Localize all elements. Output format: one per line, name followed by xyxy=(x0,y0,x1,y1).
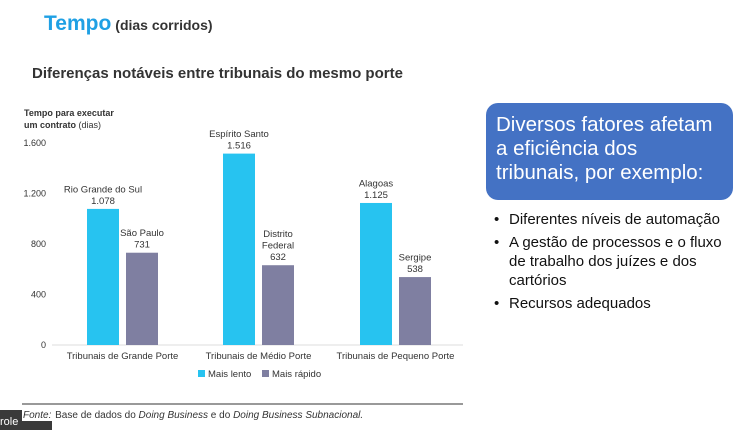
bar xyxy=(360,202,392,345)
y-tick-label: 1.600 xyxy=(23,138,46,148)
source-text: Base de dados do xyxy=(52,410,139,421)
callout-box: Diversos fatores afetam a eficiência dos… xyxy=(486,103,733,200)
source-italic-2: Doing Business Subnacional. xyxy=(233,410,364,421)
bar xyxy=(87,208,119,345)
source-prefix: Fonte: xyxy=(22,410,53,421)
data-label: 632 xyxy=(270,252,286,263)
source-italic-1: Doing Business xyxy=(138,410,209,421)
bar-name-label: Espírito Santo xyxy=(209,129,269,140)
y-tick-label: 400 xyxy=(31,290,46,300)
page-title: Tempo (dias corridos) xyxy=(44,12,213,36)
chart-subtitle: Diferenças notáveis entre tribunais do m… xyxy=(32,65,403,82)
y-tick-label: 800 xyxy=(31,239,46,249)
category-label: Tribunais de Grande Porte xyxy=(67,351,179,362)
category-label: Tribunais de Médio Porte xyxy=(206,351,312,362)
bar-name-label: Federal xyxy=(262,241,294,252)
source-note: Fonte: Base de dados do Doing Business e… xyxy=(22,410,363,421)
legend-label: Mais lento xyxy=(208,369,251,380)
bar-name-label: São Paulo xyxy=(120,228,164,239)
list-item: Recursos adequados xyxy=(492,294,737,313)
y-tick-label: 0 xyxy=(41,340,46,350)
title-text: Tempo xyxy=(44,12,112,35)
data-label: 1.078 xyxy=(91,196,115,207)
legend-swatch xyxy=(262,370,269,377)
data-label: 1.516 xyxy=(227,141,251,152)
data-label: 538 xyxy=(407,264,423,275)
bar xyxy=(126,252,158,345)
data-label: 731 xyxy=(134,240,150,251)
bar-chart: Tempo para executar um contrato (dias) 0 40… xyxy=(22,108,463,405)
bar-name-label: Alagoas xyxy=(359,178,394,189)
data-label: 1.125 xyxy=(364,190,388,201)
y-axis-label: Tempo para executar xyxy=(24,108,114,118)
bar xyxy=(262,265,294,345)
legend-label: Mais rápido xyxy=(272,369,321,380)
bar xyxy=(223,153,255,345)
bar-name-label: Rio Grande do Sul xyxy=(64,184,142,195)
y-tick-label: 1.200 xyxy=(23,189,46,199)
title-suffix: (dias corridos) xyxy=(115,17,213,33)
bar-name-label: Sergipe xyxy=(399,253,432,264)
category-label: Tribunais de Pequeno Porte xyxy=(337,351,455,362)
source-mid: e do xyxy=(208,410,234,421)
factor-list: Diferentes níveis de automação A gestão … xyxy=(492,210,737,317)
bar-name-label: Distrito xyxy=(263,229,293,240)
list-item: A gestão de processos e o fluxo de traba… xyxy=(492,233,737,290)
legend-swatch xyxy=(198,370,205,377)
bar xyxy=(399,277,431,345)
y-axis-label-2: um contrato (dias) xyxy=(24,120,101,130)
list-item: Diferentes níveis de automação xyxy=(492,210,737,229)
